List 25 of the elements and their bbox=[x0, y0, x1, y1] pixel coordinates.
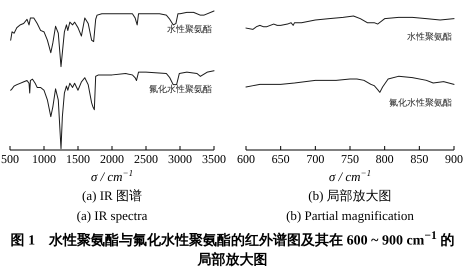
x-tick-label: 500 bbox=[1, 152, 19, 166]
series-label: 氟化水性聚氨酯 bbox=[389, 97, 452, 108]
x-tick-label: 650 bbox=[272, 152, 290, 166]
x-axis-title: σ / cm$^{−1}$ bbox=[328, 168, 372, 184]
x-tick-label: 2000 bbox=[100, 152, 124, 166]
series-label: 水性聚氨酯 bbox=[407, 32, 452, 43]
x-axis-title: σ / cm$^{−1}$ bbox=[90, 168, 134, 184]
x-tick-label: 600 bbox=[237, 152, 255, 166]
series-label: 氟化水性聚氨酯 bbox=[149, 84, 212, 95]
x-tick-label: 850 bbox=[410, 152, 428, 166]
x-tick-label: 800 bbox=[376, 152, 394, 166]
text: (a) IR 图谱 bbox=[82, 188, 142, 203]
x-tick-label: 3500 bbox=[202, 152, 226, 166]
x-tick-label: 1000 bbox=[32, 152, 56, 166]
text: (b) Partial magnification bbox=[286, 208, 414, 223]
x-tick-label: 3000 bbox=[168, 152, 192, 166]
x-tick-label: 750 bbox=[341, 152, 359, 166]
x-tick-label: 1500 bbox=[66, 152, 90, 166]
text: (a) IR spectra bbox=[76, 208, 148, 223]
series-label: 水性聚氨酯 bbox=[167, 24, 212, 35]
x-tick-label: 2500 bbox=[134, 152, 158, 166]
x-tick-label: 700 bbox=[306, 152, 324, 166]
x-tick-label: 900 bbox=[445, 152, 463, 166]
text: (b) 局部放大图 bbox=[308, 188, 392, 203]
text: 图 1 水性聚氨酯与氟化水性聚氨酯的红外谱图及其在 600 ~ 900 cm$^{−1}$ 的局部放大图 bbox=[10, 229, 454, 268]
